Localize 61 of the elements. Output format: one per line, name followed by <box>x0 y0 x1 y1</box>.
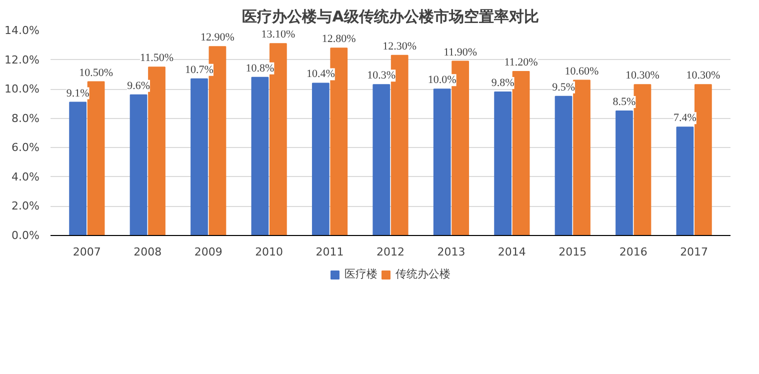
y-tick-label: 12.0% <box>4 53 40 66</box>
legend-label: 医疗楼 <box>344 266 378 282</box>
data-label: 11.50% <box>140 52 174 64</box>
bar <box>251 76 269 236</box>
x-tick-label: 2013 <box>437 246 466 258</box>
chart-title: 医疗办公楼与A级传统办公楼市场空置率对比 <box>242 8 539 26</box>
data-label: 10.30% <box>626 70 660 82</box>
data-label: 10.0% <box>428 74 456 86</box>
bar <box>190 78 208 236</box>
y-tick-label: 8.0% <box>12 112 40 125</box>
data-label: 10.30% <box>686 70 720 82</box>
x-tick-label: 2011 <box>316 246 344 258</box>
data-label: 7.4% <box>674 112 696 124</box>
y-tick-label: 0.0% <box>12 229 40 242</box>
data-label: 9.8% <box>491 77 514 89</box>
data-label: 9.6% <box>127 80 150 92</box>
data-label: 8.5% <box>612 96 636 108</box>
data-label: 11.20% <box>504 56 538 68</box>
bar <box>130 94 148 236</box>
x-tick-label: 2012 <box>376 246 405 258</box>
bar <box>573 80 590 236</box>
y-tick-label: 4.0% <box>12 170 40 184</box>
y-tick-label: 6.0% <box>12 141 40 154</box>
data-label: 10.3% <box>367 70 396 82</box>
bar <box>433 88 451 236</box>
x-tick-label: 2010 <box>255 246 284 258</box>
data-label: 12.80% <box>322 33 356 46</box>
x-tick-label: 2008 <box>134 246 162 258</box>
data-label: 11.90% <box>444 46 478 58</box>
y-tick-label: 2.0% <box>12 200 40 213</box>
data-label: 12.30% <box>382 40 417 52</box>
legend-label: 传统办公楼 <box>396 266 450 282</box>
bar <box>512 71 530 236</box>
data-label: 12.90% <box>200 32 234 44</box>
bar <box>87 81 105 236</box>
bar <box>676 126 694 236</box>
x-tick-label: 2016 <box>619 246 648 258</box>
x-tick-label: 2007 <box>72 246 101 258</box>
data-label: 9.5% <box>552 81 575 94</box>
bar <box>69 102 87 236</box>
bar <box>616 110 633 236</box>
bar <box>634 84 652 236</box>
data-label: 10.50% <box>79 66 113 79</box>
bar <box>694 84 712 236</box>
y-tick-label: 10.0% <box>4 82 40 96</box>
data-label: 10.4% <box>306 68 335 80</box>
x-tick-label: 2015 <box>558 246 587 258</box>
bar <box>372 84 390 236</box>
data-label: 13.10% <box>261 28 296 41</box>
data-label: 9.1% <box>66 87 90 100</box>
bar <box>554 96 572 236</box>
x-tick-label: 2014 <box>498 246 526 258</box>
bar <box>312 82 330 236</box>
data-label: 10.60% <box>564 65 599 78</box>
data-label: 10.8% <box>246 62 274 74</box>
bar <box>494 92 512 236</box>
x-tick-label: 2009 <box>194 246 222 258</box>
bar <box>148 66 166 236</box>
x-tick-label: 2017 <box>680 246 708 258</box>
data-label: 10.7% <box>185 64 214 76</box>
y-tick-label: 14.0% <box>4 24 40 37</box>
